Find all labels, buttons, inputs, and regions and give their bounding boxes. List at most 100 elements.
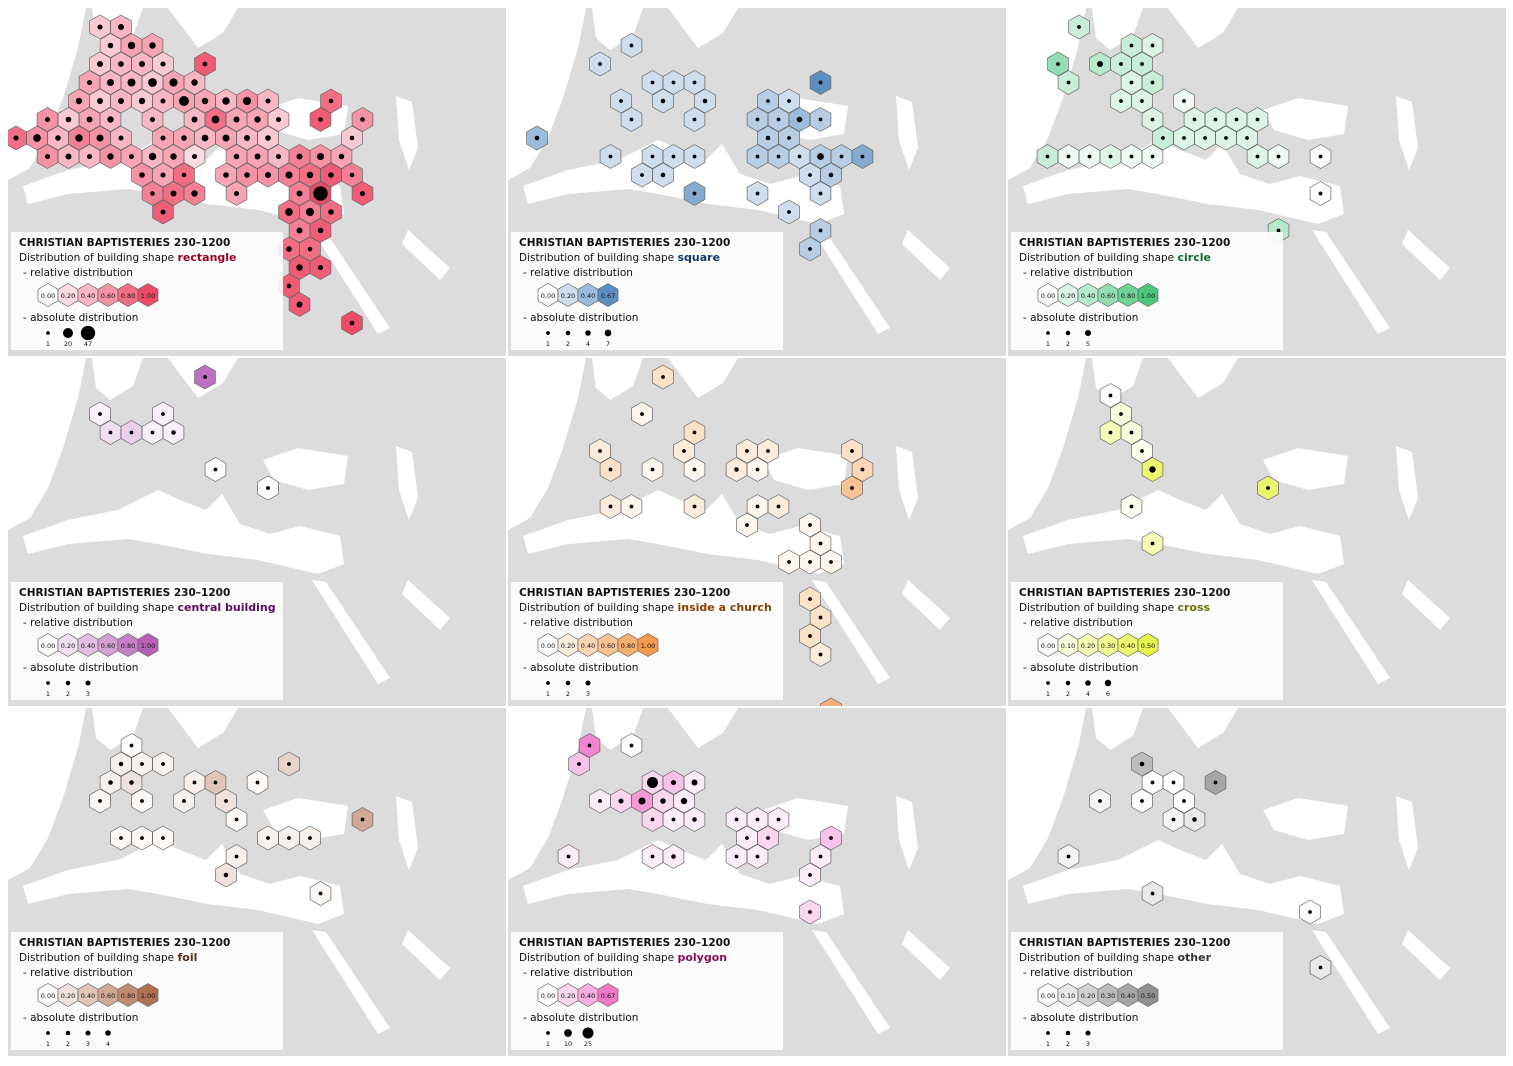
- sea: [812, 580, 890, 684]
- sea: [1023, 840, 1344, 924]
- count-dot: [266, 486, 270, 490]
- legend-title: CHRISTIAN BAPTISTERIES 230–1200: [519, 937, 730, 949]
- legend-subtitle: Distribution of building shape central b…: [19, 601, 276, 614]
- legend-subtitle: Distribution of building shape polygon: [519, 951, 727, 964]
- legend-dot: [1046, 1031, 1050, 1035]
- count-dot: [660, 98, 666, 104]
- sea: [168, 8, 238, 48]
- legend-title: CHRISTIAN BAPTISTERIES 230–1200: [519, 587, 730, 599]
- sea: [896, 446, 918, 520]
- count-dot: [661, 375, 665, 379]
- count-dot: [96, 134, 104, 142]
- count-dot: [745, 523, 749, 527]
- sea: [668, 708, 738, 748]
- legend-subtitle: Distribution of building shape circle: [1019, 251, 1211, 264]
- sea: [1023, 490, 1344, 574]
- sea: [1008, 8, 1086, 180]
- count-dot: [650, 154, 655, 159]
- legend-dot: [1085, 680, 1091, 686]
- legend-dot-label: 2: [66, 690, 70, 698]
- count-dot: [44, 116, 51, 123]
- count-dot: [818, 117, 823, 122]
- count-dot: [107, 116, 114, 123]
- count-dot: [818, 541, 823, 546]
- count-dot: [1308, 910, 1312, 914]
- count-dot: [566, 854, 571, 859]
- count-dot: [808, 597, 812, 601]
- legend-hex-label: 0.00: [1041, 642, 1055, 650]
- count-dot: [201, 134, 209, 142]
- count-dot: [359, 190, 366, 197]
- count-dot: [108, 780, 113, 785]
- count-dot: [534, 135, 540, 141]
- count-dot: [107, 42, 114, 49]
- sea: [168, 708, 238, 748]
- legend-dot: [604, 329, 612, 337]
- legend-hex-label: 0.30: [1101, 992, 1115, 1000]
- count-dot: [1245, 136, 1249, 140]
- count-dot: [787, 210, 791, 214]
- count-dot: [313, 186, 328, 201]
- sea: [396, 446, 418, 520]
- sea: [1008, 358, 1086, 530]
- legend-hex-label: 0.20: [61, 642, 75, 650]
- count-dot: [96, 97, 104, 105]
- count-dot: [619, 99, 623, 103]
- count-dot: [1224, 136, 1228, 140]
- count-dot: [171, 430, 176, 435]
- sea: [312, 930, 390, 1034]
- count-dot: [1255, 117, 1260, 122]
- legend-dot-label: 4: [1086, 690, 1090, 698]
- legend-dot-label: 47: [84, 340, 92, 348]
- legend-dot-label: 1: [1046, 690, 1050, 698]
- subtitle-text: Distribution of building shape: [19, 252, 174, 264]
- legend-title: CHRISTIAN BAPTISTERIES 230–1200: [519, 237, 730, 249]
- count-dot: [1182, 799, 1186, 803]
- legend-dot: [1065, 330, 1071, 336]
- count-dot: [1108, 430, 1113, 435]
- sea: [8, 708, 86, 880]
- relative-label: - relative distribution: [1023, 617, 1133, 629]
- legend-hex-label: 0.80: [621, 642, 635, 650]
- legend-dot: [546, 1031, 550, 1035]
- sea: [1092, 8, 1143, 50]
- legend-hex-label: 0.67: [601, 992, 615, 1000]
- map-panel: CHRISTIAN BAPTISTERIES 230–1200 Distribut…: [508, 708, 1006, 1056]
- sea: [523, 840, 844, 924]
- map-panel: CHRISTIAN BAPTISTERIES 230–1200 Distribut…: [1008, 8, 1506, 356]
- absolute-label: - absolute distribution: [23, 312, 138, 324]
- shape-name: polygon: [677, 951, 727, 964]
- relative-label: - relative distribution: [1023, 967, 1133, 979]
- count-dot: [55, 135, 61, 141]
- count-dot: [128, 153, 135, 160]
- count-dot: [181, 172, 187, 178]
- count-dot: [860, 467, 865, 472]
- legend-title: CHRISTIAN BAPTISTERIES 230–1200: [19, 237, 230, 249]
- count-dot: [65, 116, 72, 123]
- sea: [902, 230, 950, 280]
- legend-hex: [597, 983, 619, 1007]
- count-dot: [117, 97, 125, 105]
- map-panel: CHRISTIAN BAPTISTERIES 230–1200 Distribut…: [508, 8, 1006, 356]
- legend-hex-label: 0.60: [601, 642, 615, 650]
- count-dot: [191, 190, 198, 197]
- legend-dot-label: 10: [564, 1040, 572, 1048]
- count-dot: [1150, 780, 1155, 785]
- legend-dot: [546, 331, 550, 335]
- count-dot: [650, 80, 655, 85]
- sea: [1396, 796, 1418, 870]
- count-dot: [1140, 799, 1144, 803]
- count-dot: [608, 154, 613, 159]
- sea: [812, 930, 890, 1034]
- legend-hex-label: 0.40: [81, 992, 95, 1000]
- subtitle-text: Distribution of building shape: [1019, 602, 1174, 614]
- count-dot: [317, 227, 324, 234]
- legend-dot: [46, 1031, 50, 1035]
- count-dot: [328, 209, 334, 215]
- count-dot: [808, 910, 812, 914]
- sea: [1312, 930, 1390, 1034]
- count-dot: [850, 486, 854, 490]
- relative-label: - relative distribution: [523, 967, 633, 979]
- legend-hex-label: 0.40: [81, 642, 95, 650]
